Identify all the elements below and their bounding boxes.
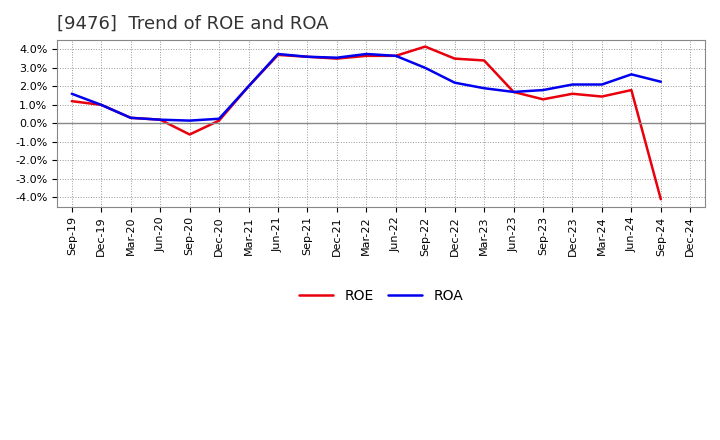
Text: [9476]  Trend of ROE and ROA: [9476] Trend of ROE and ROA — [57, 15, 328, 33]
ROE — [480, 58, 488, 63]
ROA — [274, 51, 282, 57]
ROE — [185, 132, 194, 137]
ROA — [598, 82, 606, 87]
ROA — [627, 72, 636, 77]
ROE — [68, 99, 76, 104]
ROE — [333, 56, 341, 61]
ROE — [539, 97, 547, 102]
ROE — [274, 52, 282, 58]
ROA — [97, 102, 106, 107]
ROA — [156, 117, 164, 122]
ROE — [127, 115, 135, 121]
ROA — [303, 54, 312, 59]
ROA — [421, 65, 430, 70]
ROE — [244, 84, 253, 89]
Line: ROE: ROE — [72, 47, 661, 199]
ROE — [156, 117, 164, 122]
ROA — [450, 80, 459, 85]
ROE — [303, 54, 312, 59]
ROE — [421, 44, 430, 49]
ROE — [627, 88, 636, 93]
ROE — [215, 118, 223, 123]
ROA — [480, 86, 488, 91]
ROE — [568, 91, 577, 96]
ROA — [392, 53, 400, 59]
ROA — [68, 91, 76, 96]
ROE — [392, 53, 400, 59]
ROA — [568, 82, 577, 87]
ROE — [598, 94, 606, 99]
ROE — [362, 53, 371, 59]
ROE — [450, 56, 459, 61]
ROE — [509, 89, 518, 95]
ROA — [333, 55, 341, 60]
ROA — [539, 88, 547, 93]
Legend: ROE, ROA: ROE, ROA — [293, 283, 469, 308]
ROA — [244, 84, 253, 89]
ROE — [657, 197, 665, 202]
ROA — [185, 118, 194, 123]
ROE — [97, 102, 106, 107]
ROA — [362, 51, 371, 57]
ROA — [215, 116, 223, 121]
ROA — [509, 89, 518, 95]
Line: ROA: ROA — [72, 54, 661, 121]
ROA — [127, 115, 135, 121]
ROA — [657, 79, 665, 84]
